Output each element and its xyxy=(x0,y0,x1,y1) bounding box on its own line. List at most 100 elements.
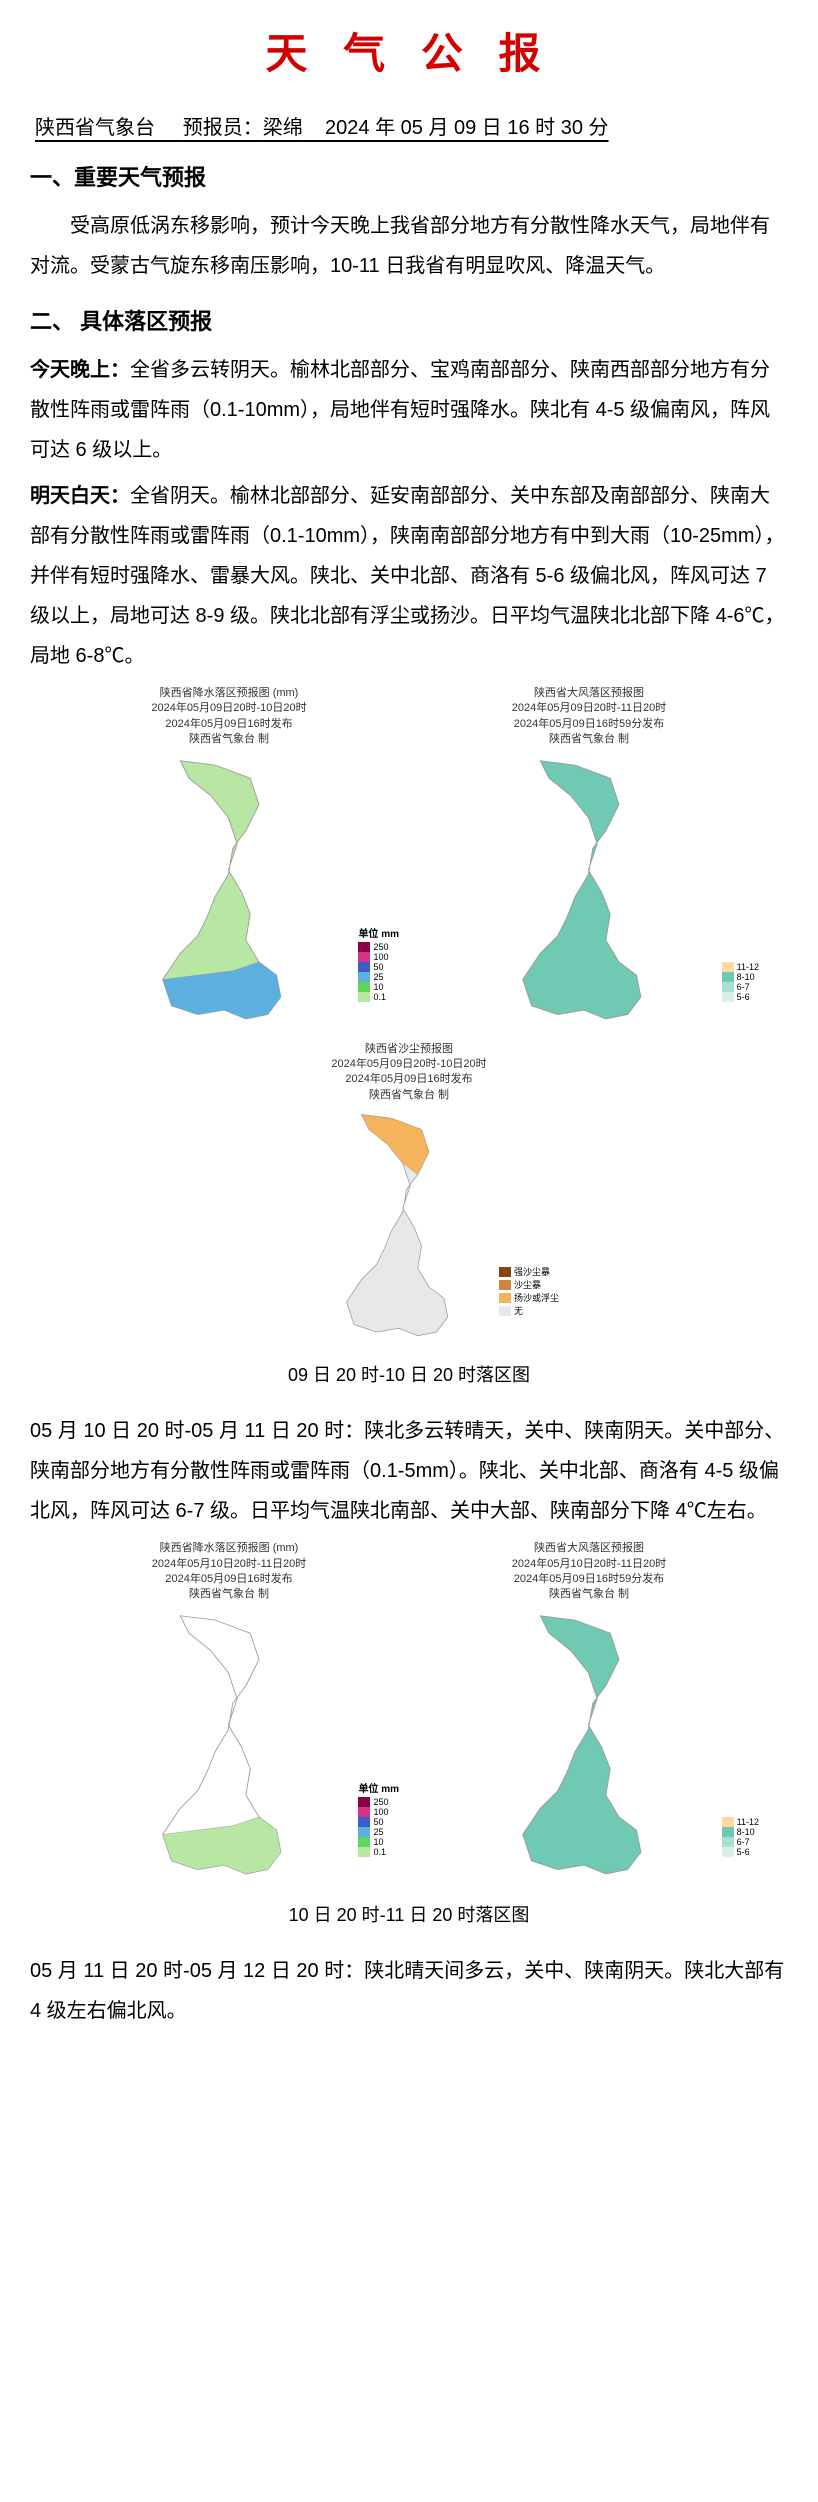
map-title: 陕西省降水落区预报图 (mm) xyxy=(151,686,306,701)
legend-swatch xyxy=(358,952,370,962)
legend-label: 8-10 xyxy=(737,1827,755,1837)
map-wind-2-meta: 陕西省大风落区预报图 2024年05月10日20时-11日20时 2024年05… xyxy=(512,1541,667,1603)
legend-label: 6-7 xyxy=(737,982,750,992)
map-source: 陕西省气象台 制 xyxy=(512,732,667,747)
legend-swatch xyxy=(722,972,734,982)
legend-label: 5-6 xyxy=(737,1847,750,1857)
map-precip-2: 陕西省降水落区预报图 (mm) 2024年05月10日20时-11日20时 20… xyxy=(59,1541,399,1887)
map-dust-meta: 陕西省沙尘预报图 2024年05月09日20时-10日20时 2024年05月0… xyxy=(331,1042,486,1104)
map-source: 陕西省气象台 制 xyxy=(512,1587,667,1602)
map-title: 陕西省沙尘预报图 xyxy=(331,1042,486,1057)
legend-item: 5-6 xyxy=(722,1847,759,1857)
legend-item: 沙尘暴 xyxy=(499,1278,559,1291)
legend-item: 11-12 xyxy=(722,962,759,972)
maps-group2-caption: 10 日 20 时-11 日 20 时落区图 xyxy=(30,1901,788,1927)
legend-swatch xyxy=(722,992,734,1002)
legend-swatch xyxy=(499,1293,511,1303)
precip-legend-2: 单位 mm 2501005025100.1 xyxy=(358,1780,399,1857)
map-precip-1-meta: 陕西省降水落区预报图 (mm) 2024年05月09日20时-10日20时 20… xyxy=(151,686,306,748)
precip-legend: 单位 mm 2501005025100.1 xyxy=(358,925,399,1002)
wind-legend-2: 11-128-106-75-6 xyxy=(722,1817,759,1857)
legend-label: 25 xyxy=(373,972,383,982)
tomorrow-text: 全省阴天。榆林北部部分、延安南部部分、关中东部及南部部分、陕南大部有分散性阵雨或… xyxy=(30,485,785,667)
header-info: 陕西省气象台 预报员：梁绵 2024 年 05 月 09 日 16 时 30 分 xyxy=(30,111,788,140)
legend-label: 沙尘暴 xyxy=(514,1278,541,1291)
legend-label: 11-12 xyxy=(737,962,759,972)
map-timespan: 2024年05月10日20时-11日20时 xyxy=(152,1557,307,1572)
legend-item: 5-6 xyxy=(722,992,759,1002)
page-title: 天 气 公 报 xyxy=(30,20,788,81)
legend-item: 25 xyxy=(358,972,399,982)
map-issued: 2024年05月09日16时59分发布 xyxy=(512,717,667,732)
legend-item: 250 xyxy=(358,942,399,952)
map-box: 11-128-106-75-6 xyxy=(419,752,759,1032)
legend-swatch xyxy=(499,1267,511,1277)
legend-label: 强沙尘暴 xyxy=(514,1265,550,1278)
forecaster-name: 梁绵 xyxy=(263,117,303,139)
legend-label: 8-10 xyxy=(737,972,755,982)
legend-swatch xyxy=(358,1837,370,1847)
legend-label: 250 xyxy=(373,942,388,952)
tomorrow-lead: 明天白天： xyxy=(30,485,130,507)
map-title: 陕西省大风落区预报图 xyxy=(512,686,667,701)
map-issued: 2024年05月09日16时发布 xyxy=(331,1072,486,1087)
legend-item: 8-10 xyxy=(722,1827,759,1837)
shaanxi-map-icon xyxy=(419,1607,679,1887)
map-precip-2-meta: 陕西省降水落区预报图 (mm) 2024年05月10日20时-11日20时 20… xyxy=(152,1541,307,1603)
legend-swatch xyxy=(358,942,370,952)
legend-item: 扬沙或浮尘 xyxy=(499,1291,559,1304)
legend-item: 25 xyxy=(358,1827,399,1837)
map-title: 陕西省降水落区预报图 (mm) xyxy=(152,1541,307,1556)
legend-swatch xyxy=(722,1847,734,1857)
legend-label: 100 xyxy=(373,952,388,962)
map-wind-1: 陕西省大风落区预报图 2024年05月09日20时-11日20时 2024年05… xyxy=(419,686,759,1032)
legend-label: 0.1 xyxy=(373,1847,386,1857)
legend-title: 单位 mm xyxy=(358,925,399,940)
legend-item: 100 xyxy=(358,1807,399,1817)
legend-swatch xyxy=(722,1817,734,1827)
wind-legend: 11-128-106-75-6 xyxy=(722,962,759,1002)
forecast-tomorrow: 明天白天：全省阴天。榆林北部部分、延安南部部分、关中东部及南部部分、陕南大部有分… xyxy=(30,476,788,676)
map-precip-1: 陕西省降水落区预报图 (mm) 2024年05月09日20时-10日20时 20… xyxy=(59,686,399,1032)
issue-datetime: 2024 年 05 月 09 日 16 时 30 分 xyxy=(325,117,609,139)
legend-item: 50 xyxy=(358,1817,399,1827)
dust-legend: 强沙尘暴沙尘暴扬沙或浮尘无 xyxy=(499,1265,559,1317)
map-timespan: 2024年05月09日20时-10日20时 xyxy=(151,701,306,716)
legend-label: 5-6 xyxy=(737,992,750,1002)
map-box: 单位 mm 2501005025100.1 xyxy=(59,1607,399,1887)
forecast-p4: 05 月 11 日 20 时-05 月 12 日 20 时：陕北晴天间多云，关中… xyxy=(30,1951,788,2031)
legend-swatch xyxy=(358,992,370,1002)
map-box: 单位 mm 2501005025100.1 xyxy=(59,752,399,1032)
legend-swatch xyxy=(358,1817,370,1827)
map-issued: 2024年05月09日16时发布 xyxy=(151,717,306,732)
legend-swatch xyxy=(499,1280,511,1290)
map-source: 陕西省气象台 制 xyxy=(151,732,306,747)
maps-row-dust: 陕西省沙尘预报图 2024年05月09日20时-10日20时 2024年05月0… xyxy=(30,1042,788,1348)
legend-label: 10 xyxy=(373,1837,383,1847)
legend-swatch xyxy=(358,1847,370,1857)
legend-item: 8-10 xyxy=(722,972,759,982)
map-source: 陕西省气象台 制 xyxy=(331,1088,486,1103)
legend-label: 扬沙或浮尘 xyxy=(514,1291,559,1304)
legend-label: 6-7 xyxy=(737,1837,750,1847)
shaanxi-map-icon xyxy=(259,1107,479,1347)
shaanxi-map-icon xyxy=(419,752,679,1032)
legend-title: 单位 mm xyxy=(358,1780,399,1795)
legend-label: 50 xyxy=(373,1817,383,1827)
legend-swatch xyxy=(358,982,370,992)
legend-item: 0.1 xyxy=(358,1847,399,1857)
forecast-tonight: 今天晚上：全省多云转阴天。榆林北部部分、宝鸡南部部分、陕南西部部分地方有分散性阵… xyxy=(30,350,788,470)
forecaster-label: 预报员： xyxy=(183,117,263,139)
legend-item: 50 xyxy=(358,962,399,972)
forecast-p3: 05 月 10 日 20 时-05 月 11 日 20 时：陕北多云转晴天，关中… xyxy=(30,1411,788,1531)
legend-swatch xyxy=(722,1837,734,1847)
legend-label: 0.1 xyxy=(373,992,386,1002)
legend-item: 10 xyxy=(358,982,399,992)
maps-row-1: 陕西省降水落区预报图 (mm) 2024年05月09日20时-10日20时 20… xyxy=(30,686,788,1032)
legend-item: 强沙尘暴 xyxy=(499,1265,559,1278)
legend-label: 11-12 xyxy=(737,1817,759,1827)
tonight-text: 全省多云转阴天。榆林北部部分、宝鸡南部部分、陕南西部部分地方有分散性阵雨或雷阵雨… xyxy=(30,359,770,461)
map-timespan: 2024年05月10日20时-11日20时 xyxy=(512,1557,667,1572)
org-name: 陕西省气象台 xyxy=(35,117,155,139)
section2-heading: 二、 具体落区预报 xyxy=(30,304,788,336)
